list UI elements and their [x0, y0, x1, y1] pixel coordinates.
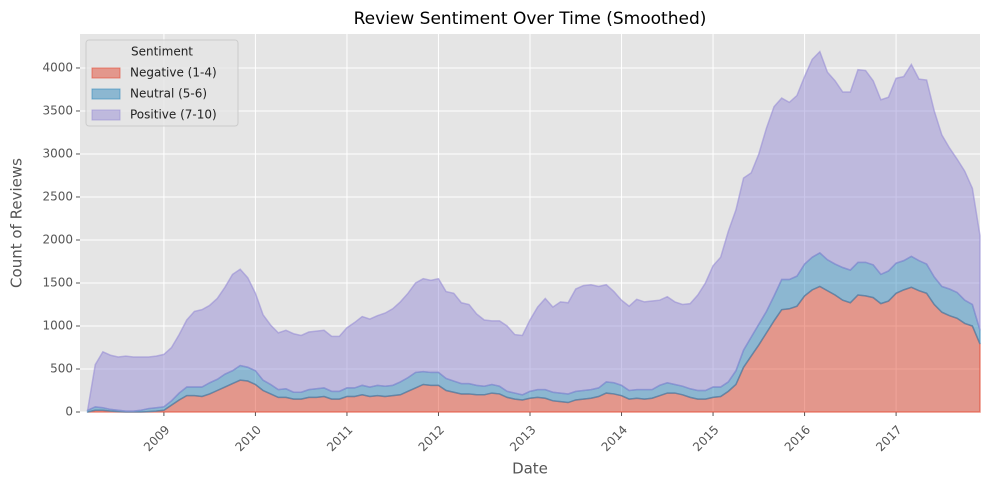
chart-title: Review Sentiment Over Time (Smoothed): [354, 9, 707, 29]
x-tick-label: 2016: [782, 423, 813, 454]
y-tick-label: 1500: [42, 275, 73, 289]
legend-label: Positive (7-10): [130, 108, 217, 122]
legend-label: Neutral (5-6): [130, 87, 207, 101]
x-axis-label: Date: [512, 460, 548, 478]
legend-box: [85, 39, 239, 127]
x-tick-label: 2014: [599, 423, 630, 454]
area: [86, 50, 981, 412]
x-tick-label: 2017: [873, 423, 904, 454]
y-tick-label: 3500: [42, 103, 73, 117]
y-tick-label: 1000: [42, 318, 73, 332]
x-tick-label: 2013: [507, 423, 538, 454]
legend-swatch: [91, 109, 121, 121]
x-tick-label: 2009: [141, 423, 172, 454]
y-tick-label: 3000: [42, 146, 73, 160]
x-tick-label: 2012: [416, 423, 447, 454]
x-tick-label: 2010: [233, 423, 264, 454]
y-tick-label: 2000: [42, 232, 73, 246]
legend-title: Sentiment: [131, 45, 193, 59]
x-tick-label: 2015: [690, 423, 721, 454]
y-tick-label: 2500: [42, 189, 73, 203]
y-tick-label: 500: [50, 361, 73, 375]
x-tick-label: 2011: [324, 423, 355, 454]
legend-swatch: [91, 67, 121, 79]
y-tick-label: 4000: [42, 60, 73, 74]
y-tick-label: 0: [65, 405, 73, 419]
legend-label: Negative (1-4): [130, 66, 217, 80]
y-axis-label: Count of Reviews: [8, 158, 26, 288]
legend-swatch: [91, 88, 121, 100]
